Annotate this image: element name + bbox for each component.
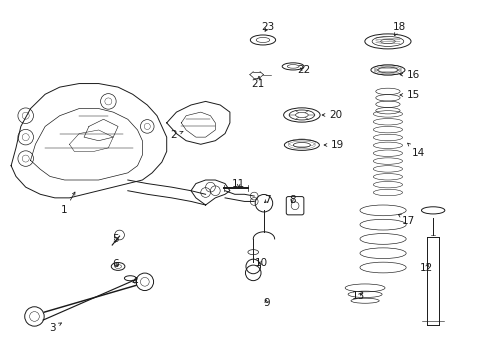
Text: 4: 4 <box>132 277 138 287</box>
Text: 19: 19 <box>324 140 344 150</box>
Text: 14: 14 <box>407 143 425 158</box>
Text: 20: 20 <box>322 110 342 120</box>
Text: 15: 15 <box>399 90 420 100</box>
Text: 6: 6 <box>112 259 119 269</box>
Text: 12: 12 <box>419 262 432 273</box>
Text: 22: 22 <box>297 65 310 75</box>
Text: 10: 10 <box>254 258 267 268</box>
Text: 11: 11 <box>232 179 245 189</box>
Text: 16: 16 <box>399 69 420 80</box>
Text: 13: 13 <box>351 291 365 301</box>
Text: 23: 23 <box>261 22 274 32</box>
Text: 9: 9 <box>263 298 269 308</box>
Text: 5: 5 <box>112 234 119 244</box>
Text: 8: 8 <box>288 195 295 204</box>
Text: 2: 2 <box>170 130 183 140</box>
Text: 17: 17 <box>398 215 415 226</box>
Text: 1: 1 <box>61 192 75 215</box>
Text: 21: 21 <box>251 76 264 89</box>
Text: 3: 3 <box>49 323 61 333</box>
Text: 18: 18 <box>392 22 405 36</box>
Text: 7: 7 <box>264 195 271 204</box>
